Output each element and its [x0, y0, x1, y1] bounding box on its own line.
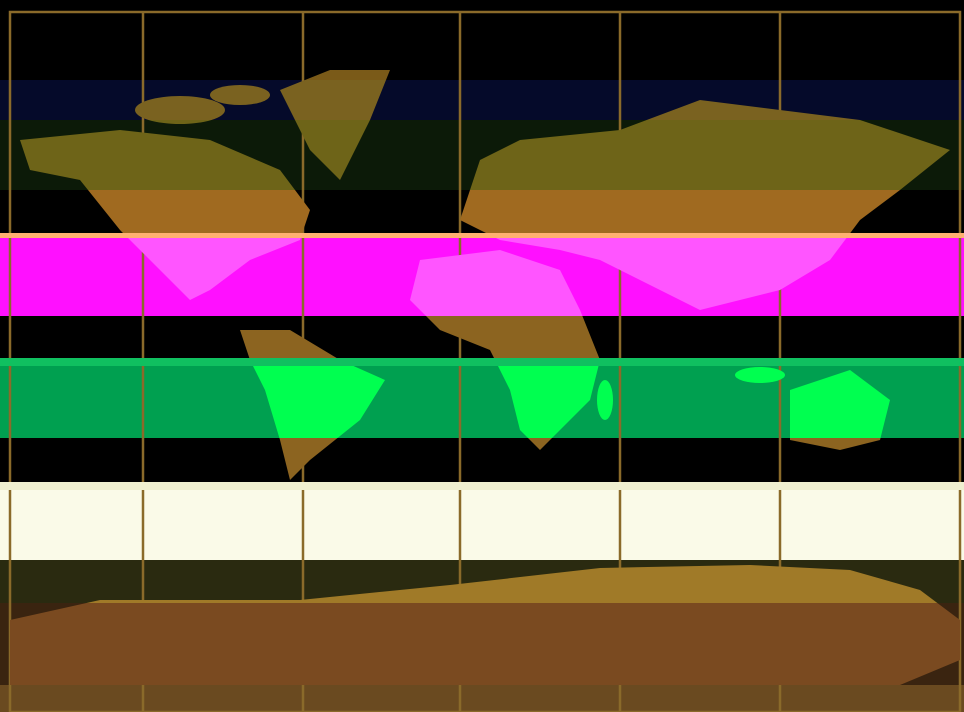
band-edges [0, 233, 964, 490]
